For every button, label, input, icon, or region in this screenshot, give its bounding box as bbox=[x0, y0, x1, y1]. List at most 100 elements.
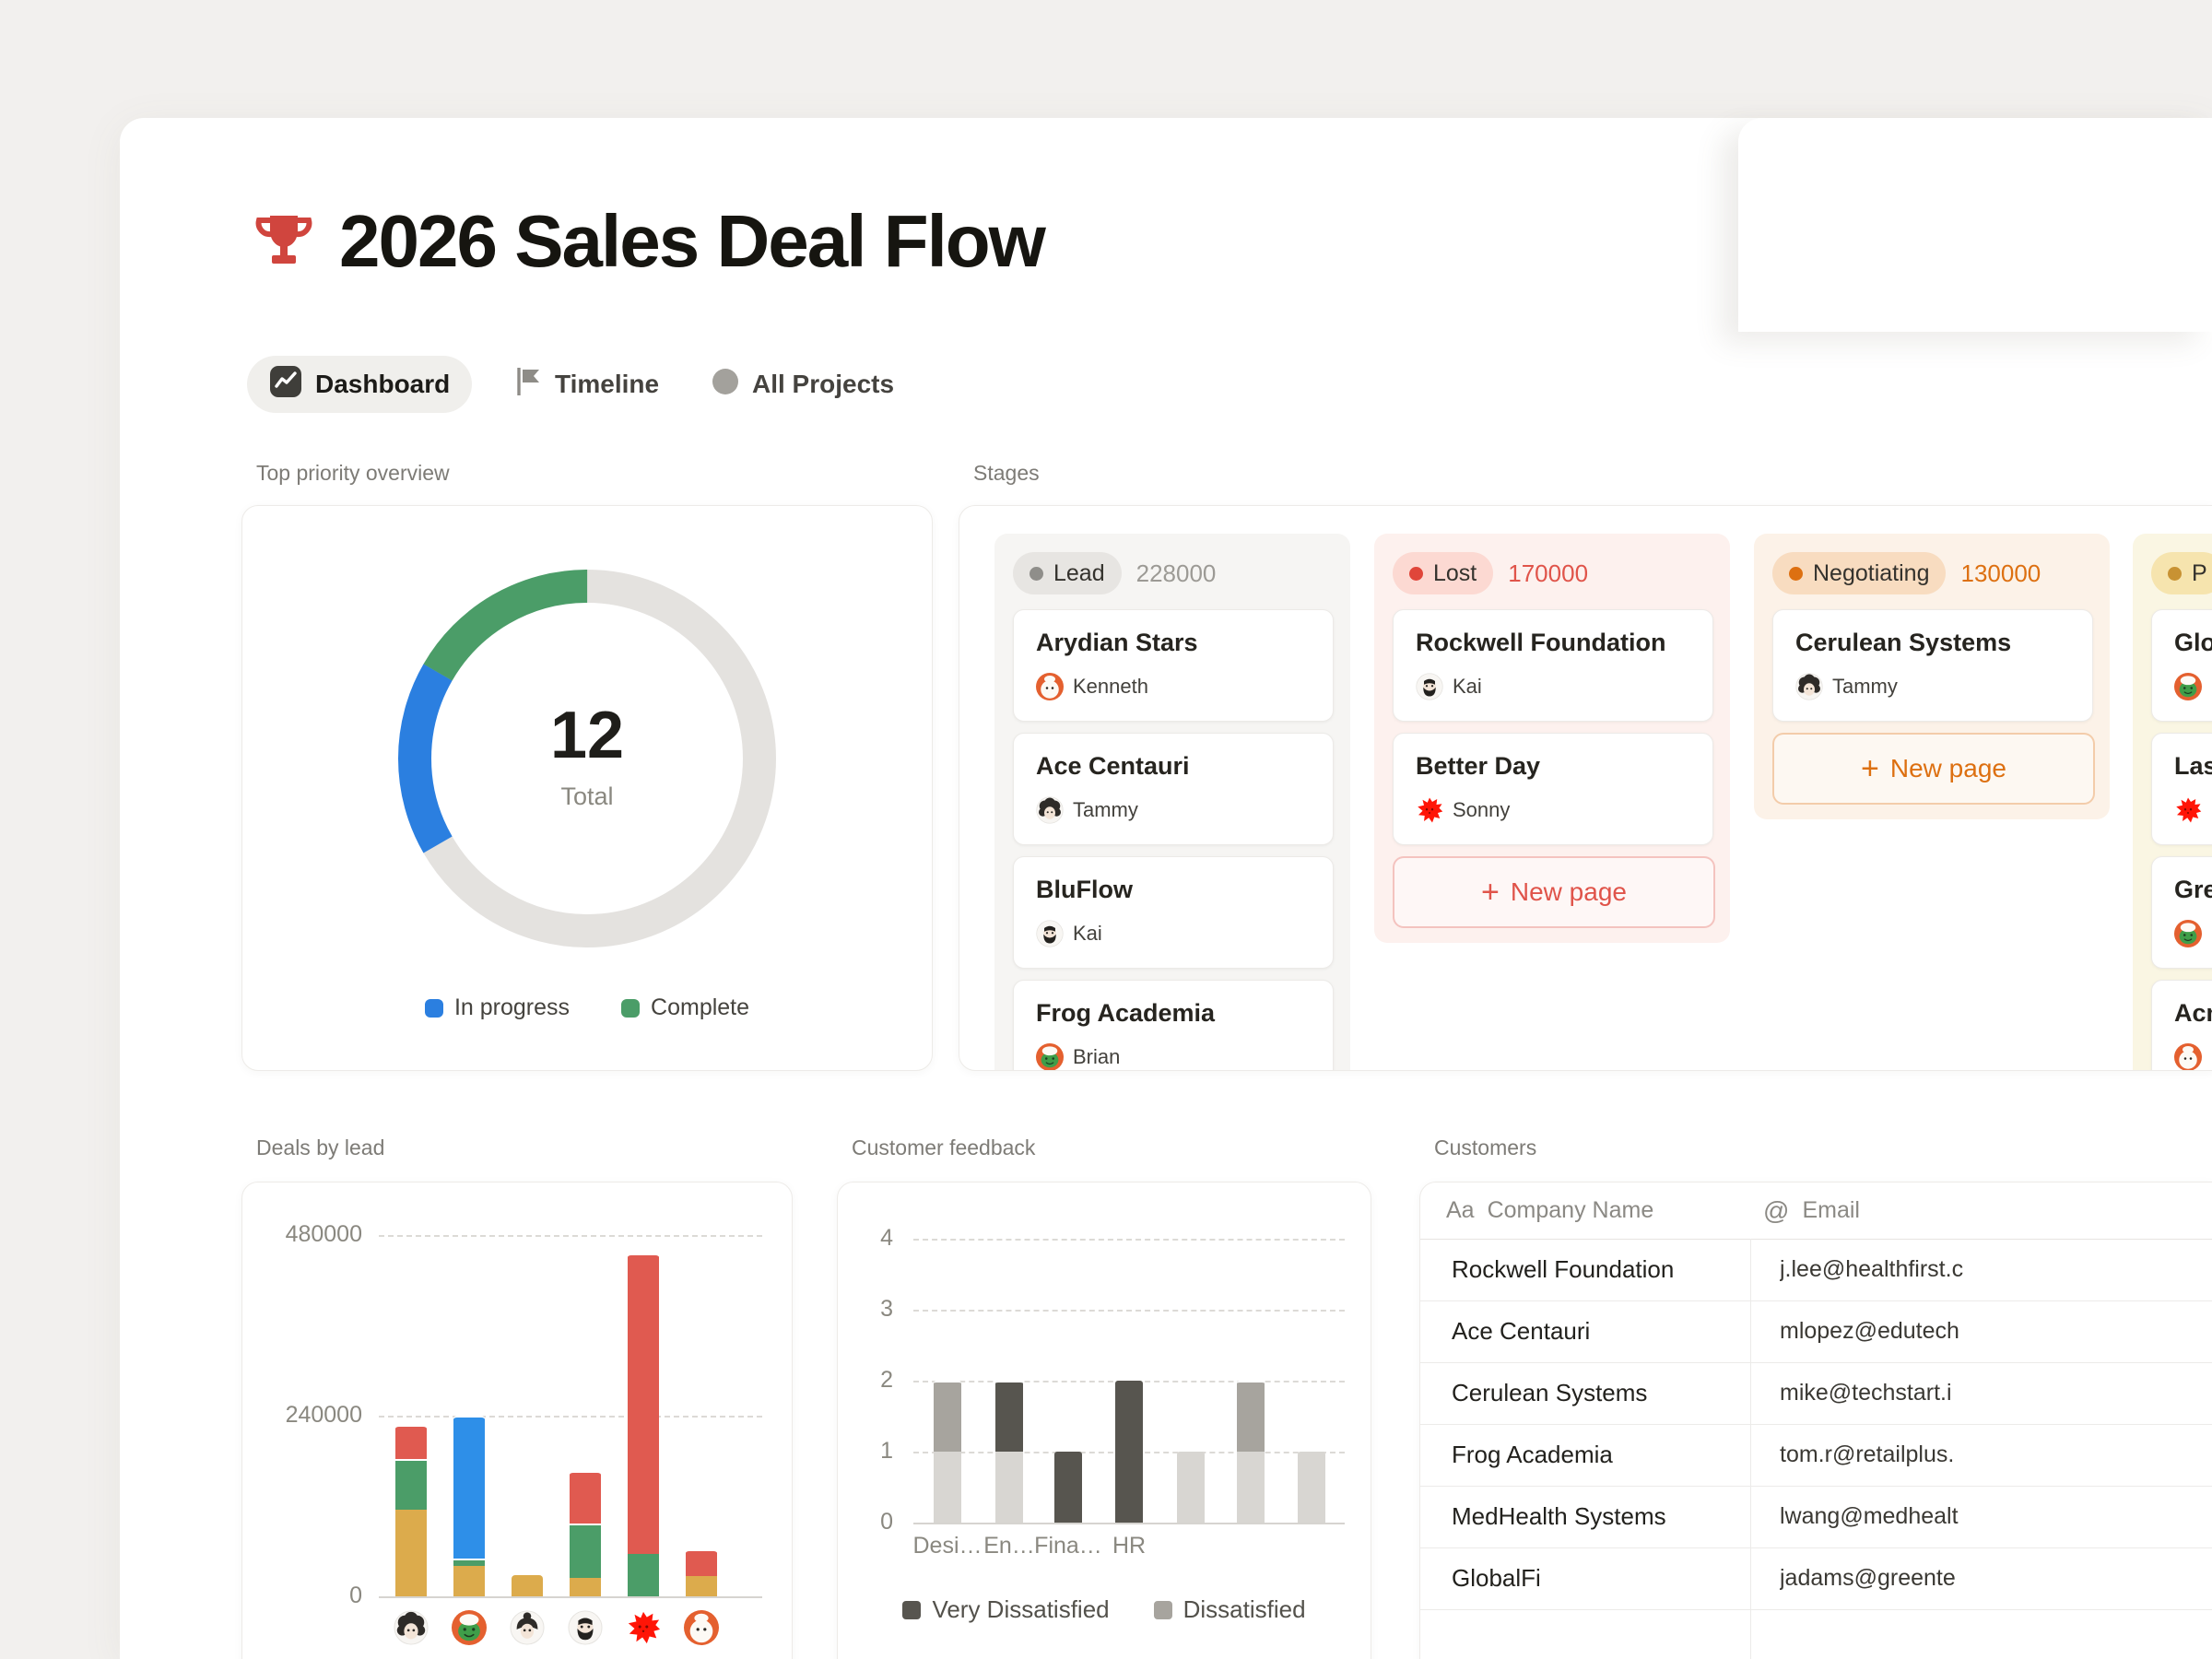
bar-segment bbox=[570, 1577, 601, 1596]
bar-segment bbox=[570, 1470, 601, 1524]
kanban-card-person: Tammy bbox=[1036, 796, 1138, 824]
kanban-card-title: Glo bbox=[2174, 629, 2212, 656]
customers-table-card: Aa Company Name @ Email Rockwell Foundation j… bbox=[1419, 1182, 2212, 1659]
table-row[interactable]: Cerulean Systems mike@techstart.i bbox=[1420, 1362, 2212, 1424]
tab-label: Timeline bbox=[555, 370, 660, 398]
x-axis-line bbox=[379, 1596, 762, 1598]
kanban-card-person: Brian bbox=[2174, 920, 2212, 947]
kanban-card[interactable]: Better Day Sonny bbox=[1393, 733, 1713, 845]
stages-board-card: Lead 228000 Arydian Stars Kenneth Ace Centau… bbox=[959, 505, 2212, 1071]
kanban-card[interactable]: Gre Brian bbox=[2151, 856, 2212, 969]
table-row[interactable]: Rockwell Foundation j.lee@healthfirst.c bbox=[1420, 1239, 2212, 1300]
legend-label: Very Dissatisfied bbox=[932, 1595, 1110, 1623]
stage-total-value: 170000 bbox=[1508, 559, 1589, 587]
bar-segment bbox=[453, 1566, 485, 1596]
gridline bbox=[379, 1416, 762, 1418]
bar-segment bbox=[395, 1510, 427, 1596]
tab-all-projects[interactable]: All Projects bbox=[712, 356, 894, 413]
email-cell[interactable]: tom.r@retailplus. bbox=[1780, 1441, 1955, 1467]
stage-column-header[interactable]: Lost 170000 bbox=[1393, 552, 1588, 594]
company-name-cell[interactable]: Ace Centauri bbox=[1452, 1317, 1591, 1345]
tab-timeline[interactable]: Timeline bbox=[514, 356, 659, 413]
x-axis-line bbox=[913, 1523, 1345, 1524]
stage-column-header[interactable]: Lead 228000 bbox=[1013, 552, 1216, 594]
stage-dot-icon bbox=[1789, 566, 1803, 581]
person-name: Tammy bbox=[1073, 798, 1138, 821]
trophy-icon bbox=[247, 206, 321, 285]
sonny-avatar-icon bbox=[2176, 797, 2202, 823]
bar-segment bbox=[686, 1575, 717, 1596]
kanban-card[interactable]: Cerulean Systems Tammy bbox=[1772, 609, 2093, 722]
table-row[interactable]: MedHealth Systems lwang@medhealt bbox=[1420, 1486, 2212, 1547]
table-row[interactable]: GlobalFi jadams@greente bbox=[1420, 1547, 2212, 1609]
email-cell[interactable]: jadams@greente bbox=[1780, 1565, 1956, 1591]
company-name-cell[interactable]: Rockwell Foundation bbox=[1452, 1255, 1675, 1283]
donut-legend-item: In progress bbox=[424, 994, 570, 1021]
email-cell[interactable]: lwang@medhealt bbox=[1780, 1503, 1959, 1529]
kanban-card[interactable]: Arydian Stars Kenneth bbox=[1013, 609, 1334, 722]
column-header-company[interactable]: Aa Company Name bbox=[1446, 1182, 1653, 1239]
kanban-card-person: Kenneth bbox=[1036, 673, 1148, 700]
plus-icon: + bbox=[1861, 750, 1879, 786]
company-name-cell[interactable]: GlobalFi bbox=[1452, 1564, 1541, 1592]
stage-column-header[interactable]: P bbox=[2151, 552, 2212, 594]
legend-swatch bbox=[902, 1600, 922, 1619]
kenneth-avatar-icon bbox=[2174, 1043, 2202, 1070]
table-row[interactable]: Ace Centauri mlopez@edutech bbox=[1420, 1300, 2212, 1362]
stage-pill: Negotiating bbox=[1772, 552, 1947, 594]
stage-pill: Lost bbox=[1393, 552, 1494, 594]
stage-column-header[interactable]: Negotiating 130000 bbox=[1772, 552, 2041, 594]
bar-segment bbox=[453, 1416, 485, 1559]
chart-icon bbox=[269, 365, 302, 405]
kanban-card-title: Gre bbox=[2174, 876, 2212, 903]
kanban-card[interactable]: Las Sonny bbox=[2151, 733, 2212, 845]
new-page-button[interactable]: + New page bbox=[1393, 856, 1715, 928]
dashboard-page-card: 2026 Sales Deal Flow Dashboard Timeline Al… bbox=[120, 118, 2212, 1659]
kanban-card[interactable]: Frog Academia Brian bbox=[1013, 980, 1334, 1070]
tammy-avatar-icon bbox=[394, 1610, 429, 1645]
email-cell[interactable]: j.lee@healthfirst.c bbox=[1780, 1256, 1964, 1282]
kanban-card[interactable]: Ace Centauri Tammy bbox=[1013, 733, 1334, 845]
feedback-legend: Very Dissatisfied Dissatisfied bbox=[838, 1595, 1371, 1624]
bar-segment bbox=[1298, 1452, 1325, 1523]
person-name: Kai bbox=[1073, 922, 1102, 945]
legend-swatch bbox=[1153, 1600, 1172, 1619]
section-label-stages: Stages bbox=[973, 461, 1040, 485]
plus-icon: + bbox=[1481, 874, 1500, 910]
bar-segment bbox=[934, 1381, 961, 1452]
company-name-cell[interactable]: Cerulean Systems bbox=[1452, 1379, 1648, 1406]
bar-segment bbox=[395, 1424, 427, 1459]
table-row[interactable]: Frog Academia tom.r@retailplus. bbox=[1420, 1424, 2212, 1486]
bar-segment bbox=[570, 1523, 601, 1578]
stage-dot-icon bbox=[1409, 566, 1423, 581]
donut-legend-item: Complete bbox=[621, 994, 749, 1021]
stage-total-value: 228000 bbox=[1135, 559, 1217, 587]
email-cell[interactable]: mlopez@edutech bbox=[1780, 1318, 1959, 1344]
kanban-card[interactable]: Acm Kenneth bbox=[2151, 980, 2212, 1070]
column-header-email[interactable]: @ Email bbox=[1763, 1182, 1860, 1239]
header-divider bbox=[1420, 1239, 2212, 1240]
company-name-cell[interactable]: MedHealth Systems bbox=[1452, 1502, 1666, 1530]
row-divider bbox=[1420, 1609, 2212, 1610]
kanban-card[interactable]: Glo Brian bbox=[2151, 609, 2212, 722]
kanban-card[interactable]: BluFlow Kai bbox=[1013, 856, 1334, 969]
kanban-card-person: Tammy bbox=[1795, 673, 1898, 700]
at-sign-icon: @ bbox=[1763, 1195, 1790, 1225]
company-name-cell[interactable]: Frog Academia bbox=[1452, 1441, 1613, 1468]
kanban-card-title: Better Day bbox=[1416, 752, 1541, 780]
tab-dashboard[interactable]: Dashboard bbox=[247, 356, 473, 413]
row-divider bbox=[1420, 1547, 2212, 1548]
bar-segment bbox=[395, 1458, 427, 1511]
person-name: Kai bbox=[1453, 675, 1482, 698]
page-title[interactable]: 2026 Sales Deal Flow bbox=[339, 200, 1046, 282]
new-page-button[interactable]: + New page bbox=[1772, 733, 2095, 805]
x-axis-avatar bbox=[568, 1610, 603, 1645]
donut-chart bbox=[394, 565, 781, 952]
legend-label: Complete bbox=[651, 994, 750, 1020]
stage-name: Lost bbox=[1433, 559, 1477, 586]
email-cell[interactable]: mike@techstart.i bbox=[1780, 1380, 1952, 1406]
y-tick-label: 2 bbox=[880, 1367, 893, 1393]
new-page-label: New page bbox=[1510, 877, 1627, 906]
bar-segment bbox=[628, 1554, 659, 1596]
kanban-card[interactable]: Rockwell Foundation Kai bbox=[1393, 609, 1713, 722]
